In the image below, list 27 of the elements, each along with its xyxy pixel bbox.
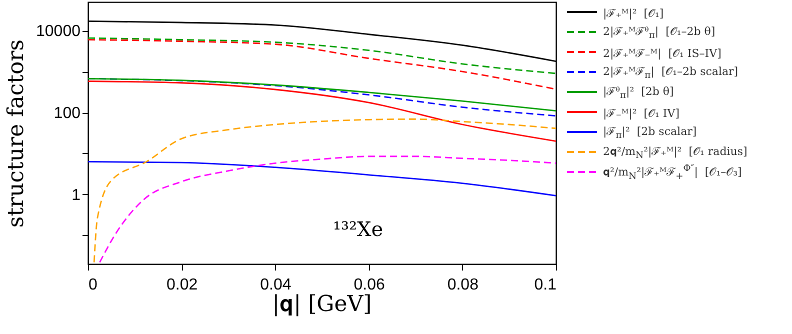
y-axis-title: structure factors: [4, 39, 30, 228]
line-series: [93, 118, 556, 264]
legend-label: |ℱᶿ$_{π}$|² [2b θ]: [603, 84, 674, 102]
x-axis-title: |𝐪| [GeV]: [271, 292, 373, 317]
legend-label: |ℱ₊ᴹ|² [𝒪₁]: [603, 6, 664, 20]
legend-label: 2|ℱ₊ᴹℱ₋ᴹ| [𝒪₁ IS–IV]: [603, 46, 722, 60]
x-tick-label: 0.08: [447, 276, 479, 294]
x-tick-label: 0.1: [534, 276, 557, 294]
x-tick-label: 0: [88, 276, 98, 294]
line-series: [88, 39, 556, 90]
y-tick-label: 10000: [36, 23, 81, 40]
legend-label: 2|ℱ₊ᴹℱ$_{π}$| [𝒪₁–2b scalar]: [603, 64, 738, 82]
line-series: [88, 37, 556, 74]
x-tick-label: 0.06: [354, 276, 385, 294]
annotation: ¹³²Xe: [332, 217, 384, 241]
line-series: [88, 80, 556, 142]
y-tick-label: 100: [54, 105, 81, 122]
legend-label: 2|ℱ₊ᴹℱᶿ$_{π}$| [𝒪₁–2b θ]: [603, 24, 716, 42]
x-tick-label: 0.02: [166, 276, 198, 294]
line-series: [99, 156, 556, 264]
line-series: [88, 160, 556, 196]
legend-label: |ℱ$_{π}$|² [2b scalar]: [603, 124, 697, 142]
legend-label: 𝐪²/m$_{N}$²|ℱ₊ᴹℱ$_{+}$$^{Φ″}$| [𝒪₁–𝒪₃]: [603, 162, 742, 182]
y-tick-label: 1: [72, 186, 81, 204]
x-tick-label: 0.04: [260, 276, 292, 294]
legend-label: 2𝐪²/m$_{N}$²|ℱ₊ᴹ|² [𝒪₁ radius]: [603, 144, 748, 162]
legend-label: |ℱ₋ᴹ|² [𝒪₁ IV]: [603, 106, 680, 120]
